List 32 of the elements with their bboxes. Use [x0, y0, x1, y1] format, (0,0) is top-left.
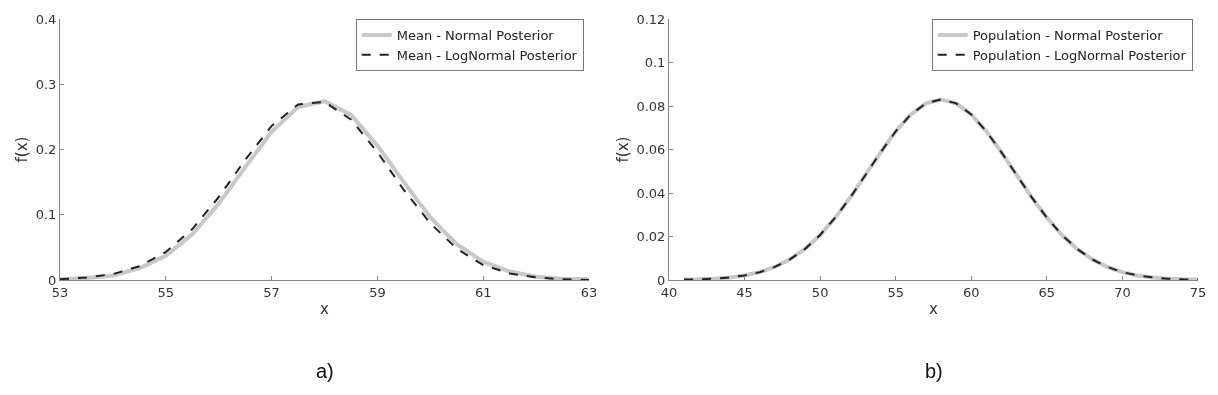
text: b)	[925, 360, 943, 382]
x-tick-label: 60	[963, 284, 980, 300]
y-tick-label: 0.02	[636, 229, 666, 245]
legend-label: Mean - LogNormal Posterior	[396, 47, 578, 63]
x-tick-label: 70	[1114, 284, 1131, 300]
x-tick-label: 61	[474, 284, 492, 300]
x-axis-title: x	[320, 299, 330, 318]
x-tick-label: 75	[1189, 284, 1207, 300]
y-tick-label: 0.1	[35, 207, 57, 223]
x-tick-label: 57	[263, 284, 280, 300]
y-tick-label: 0.12	[636, 11, 666, 27]
y-tick-label: 0.4	[35, 11, 57, 27]
y-axis-title: f(x)	[12, 136, 31, 163]
x-axis-title: x	[929, 299, 939, 318]
x-tick-label: 65	[1038, 284, 1056, 300]
x-tick-label: 45	[736, 284, 753, 300]
y-axis-title: f(x)	[613, 136, 632, 163]
y-tick-label: 0.08	[636, 98, 666, 114]
y-tick-label: 0.2	[35, 142, 57, 158]
x-tick-label: 63	[580, 284, 598, 300]
y-tick-label: 0.3	[35, 76, 57, 92]
legend-label: Population - Normal Posterior	[972, 28, 1164, 44]
x-tick-label: 55	[157, 284, 175, 300]
text: a)	[316, 360, 334, 382]
y-tick-label: 0.04	[636, 185, 666, 201]
legend-label: Mean - Normal Posterior	[396, 28, 555, 44]
x-tick-label: 50	[811, 284, 829, 300]
legend-label: Population - LogNormal Posterior	[972, 47, 1187, 63]
y-tick-label: 0.06	[636, 142, 666, 158]
x-tick-label: 55	[887, 284, 904, 300]
x-tick-label: 59	[369, 284, 386, 300]
y-tick-label: 0.1	[644, 55, 666, 71]
